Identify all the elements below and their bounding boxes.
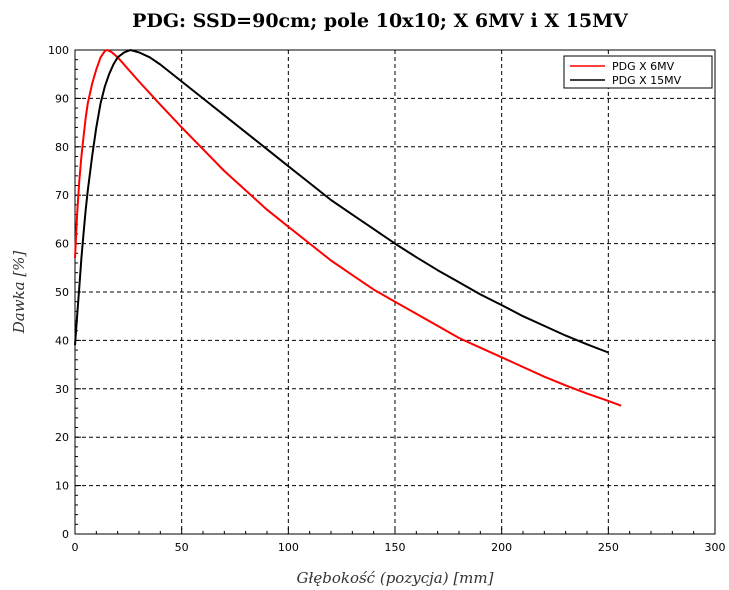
y-tick-label: 90	[55, 92, 69, 105]
x-axis-label: Głębokość (pozycja) [mm]	[297, 569, 494, 587]
y-tick-label: 70	[55, 189, 69, 202]
grid	[75, 50, 715, 534]
y-tick-label: 20	[55, 431, 69, 444]
y-axis-label: Dawka [%]	[10, 251, 28, 335]
axis-ticks: 0 50 100 150 200 250 300 0 10 20 30 40 50 60 70 80 90 100	[48, 44, 726, 554]
legend-label-6mv: PDG X 6MV	[612, 60, 675, 73]
y-tick-label: 60	[55, 238, 69, 251]
y-tick-label: 30	[55, 383, 69, 396]
legend-label-15mv: PDG X 15MV	[612, 74, 682, 87]
series-line-6mv	[74, 49, 622, 407]
y-tick-label: 100	[48, 44, 69, 57]
x-tick-label: 150	[385, 541, 406, 554]
y-tick-label: 80	[55, 141, 69, 154]
y-tick-label: 40	[55, 334, 69, 347]
legend-box	[563, 55, 713, 89]
x-tick-label: 300	[705, 541, 726, 554]
x-tick-label: 100	[278, 541, 299, 554]
x-tick-label: 250	[598, 541, 619, 554]
y-tick-label: 0	[62, 528, 69, 541]
x-tick-label: 0	[72, 541, 79, 554]
series-line-15mv	[74, 49, 609, 354]
chart-title: PDG: SSD=90cm; pole 10x10; X 6MV i X 15M…	[132, 10, 629, 32]
legend: PDG X 6MV PDG X 15MV	[563, 55, 713, 89]
y-tick-label: 10	[55, 480, 69, 493]
y-tick-label: 50	[55, 286, 69, 299]
x-tick-label: 200	[491, 541, 512, 554]
x-tick-label: 50	[175, 541, 189, 554]
series-lines	[74, 49, 622, 407]
